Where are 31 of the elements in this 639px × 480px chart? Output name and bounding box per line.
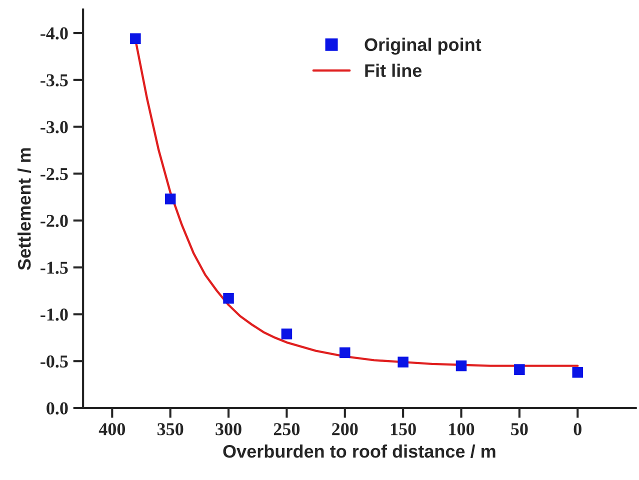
x-tick-label: 400 bbox=[98, 423, 126, 436]
y-tick-label: -3.5 bbox=[40, 74, 68, 86]
y-tick-label: -3.0 bbox=[40, 121, 68, 134]
legend-label: Original point bbox=[364, 38, 482, 55]
y-tick-label: -0.5 bbox=[40, 355, 68, 368]
x-tick-label: 250 bbox=[274, 423, 300, 436]
y-tick-label: -1.5 bbox=[40, 262, 68, 274]
x-tick-label: 200 bbox=[332, 423, 358, 436]
y-tick-label: -4.0 bbox=[40, 27, 68, 40]
x-axis-title: Overburden to roof distance / m bbox=[223, 444, 496, 458]
y-tick-label: -1.0 bbox=[40, 308, 68, 321]
x-tick-label: 0 bbox=[574, 423, 582, 436]
point bbox=[340, 347, 350, 358]
y-tick-label: -2.5 bbox=[40, 168, 68, 180]
point bbox=[398, 356, 408, 368]
y-axis-title: Settlement / m bbox=[18, 148, 31, 270]
x-tick-label: 350 bbox=[157, 423, 184, 436]
point bbox=[514, 364, 525, 375]
x-tick-label: 300 bbox=[216, 423, 242, 436]
point bbox=[456, 360, 467, 372]
x-tick-label: 150 bbox=[390, 423, 416, 436]
point bbox=[130, 33, 141, 44]
y-tick-label: 0.0 bbox=[46, 402, 68, 415]
y-tick-label: -2.0 bbox=[40, 214, 68, 228]
x-tick-label: 100 bbox=[449, 423, 474, 436]
point bbox=[281, 328, 292, 340]
point bbox=[223, 292, 234, 304]
point bbox=[164, 194, 176, 204]
legend-label: Fit line bbox=[365, 64, 422, 77]
point bbox=[572, 367, 583, 378]
x-tick-label: 50 bbox=[511, 423, 528, 436]
